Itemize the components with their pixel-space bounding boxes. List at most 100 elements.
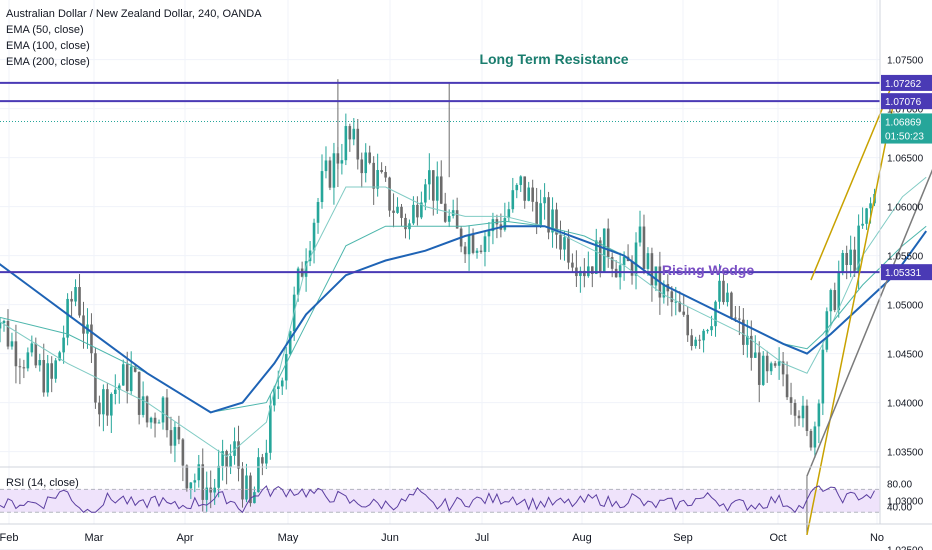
candle-body xyxy=(678,301,682,312)
candle-body xyxy=(308,250,312,262)
candle-body xyxy=(74,287,77,302)
time-axis[interactable]: Feb Mar Apr May Jun Jul Aug Sep Oct No xyxy=(0,532,884,544)
candle-body xyxy=(145,396,149,423)
candle-body xyxy=(153,417,157,424)
candle-body xyxy=(634,242,638,276)
candle-body xyxy=(475,250,479,253)
candle-body xyxy=(777,361,781,366)
candle-body xyxy=(141,396,145,415)
candle-body xyxy=(805,405,809,431)
candle-body xyxy=(125,364,129,392)
candle-body xyxy=(547,197,550,233)
candle-body xyxy=(455,210,459,229)
ema-lines xyxy=(0,176,928,458)
candle-body xyxy=(757,352,761,385)
candle-body xyxy=(237,441,240,469)
price-tick-label: 1.07000 xyxy=(887,105,924,116)
candle-body xyxy=(137,371,141,415)
candle-body xyxy=(70,298,73,302)
candle-body xyxy=(185,465,189,489)
symbol-title[interactable]: Australian Dollar / New Zealand Dollar, … xyxy=(6,8,262,20)
candle-body xyxy=(372,162,375,189)
candle-body xyxy=(404,217,407,230)
rising-wedge-annotation[interactable]: Rising Wedge xyxy=(662,262,755,278)
candle-body xyxy=(229,455,232,468)
candle-body xyxy=(853,249,856,273)
candle-body xyxy=(225,451,228,468)
candle-body xyxy=(503,218,507,230)
price-tick-label: 1.05500 xyxy=(887,252,924,263)
candle-body xyxy=(253,492,256,504)
candle-body xyxy=(189,482,193,489)
candle-body xyxy=(869,203,872,209)
candle-body xyxy=(22,367,26,369)
candle-body xyxy=(432,170,435,201)
time-tick-label: Mar xyxy=(85,532,104,544)
candle-body xyxy=(825,311,829,350)
candle-body xyxy=(62,337,65,353)
candle-body xyxy=(682,311,686,315)
price-tag xyxy=(881,74,932,91)
candle-body xyxy=(654,266,658,286)
candle-body xyxy=(420,202,423,218)
price-axis[interactable]: 1.07500 1.07000 1.06500 1.06000 1.05500 1.050… xyxy=(887,56,924,550)
candle-body xyxy=(110,393,113,416)
candle-body xyxy=(734,317,737,319)
candle-body xyxy=(217,465,220,488)
candle-body xyxy=(753,352,757,358)
ema200-legend[interactable]: EMA (200, close) xyxy=(6,56,90,68)
time-tick-label: May xyxy=(278,532,299,544)
time-tick-label: Oct xyxy=(769,532,786,544)
candle-body xyxy=(257,457,260,493)
candle-body xyxy=(10,341,14,347)
rsi-line xyxy=(0,485,875,514)
candle-body xyxy=(722,280,725,303)
candle-body xyxy=(710,326,713,331)
candle-body xyxy=(714,301,717,327)
candle-body xyxy=(738,318,741,320)
candle-body xyxy=(769,363,773,372)
candle-body xyxy=(579,270,582,277)
price-tick-label: 1.06000 xyxy=(887,203,924,214)
candle-body xyxy=(511,190,515,210)
candle-body xyxy=(265,452,268,464)
candle-body xyxy=(483,236,487,252)
rsi-legend[interactable]: RSI (14, close) xyxy=(6,477,79,489)
candle-body xyxy=(861,223,864,226)
candle-body xyxy=(841,252,845,272)
candle-body xyxy=(773,363,777,366)
price-tick-label: 1.05000 xyxy=(887,301,924,312)
price-tick-label: 1.03000 xyxy=(887,497,924,508)
candle-body xyxy=(447,215,451,222)
candle-body xyxy=(78,287,81,316)
horizontal-levels[interactable] xyxy=(0,81,880,274)
price-tick-label: 1.04000 xyxy=(887,399,924,410)
candle-body xyxy=(606,228,610,258)
wedge-upper-line xyxy=(810,88,892,281)
rsi-tick-label: 80.00 xyxy=(887,480,912,491)
candle-body xyxy=(177,427,181,440)
candle-body xyxy=(364,152,368,174)
candle-body xyxy=(555,209,558,235)
time-tick-label: Apr xyxy=(176,532,193,544)
study-legend: Australian Dollar / New Zealand Dollar, … xyxy=(6,6,262,70)
candle-body xyxy=(746,335,749,345)
time-tick-label: Jul xyxy=(475,532,489,544)
candle-body xyxy=(304,261,308,277)
candle-body xyxy=(630,261,634,276)
wedge-lower-line xyxy=(806,98,896,536)
candle-body xyxy=(837,271,841,311)
candle-body xyxy=(495,219,499,225)
candle-body xyxy=(435,176,439,201)
candle-body xyxy=(833,290,837,311)
ema100-legend[interactable]: EMA (100, close) xyxy=(6,40,90,52)
candle-body xyxy=(380,170,383,173)
resistance-annotation[interactable]: Long Term Resistance xyxy=(479,51,628,67)
candle-body xyxy=(181,439,185,466)
ema50-legend[interactable]: EMA (50, close) xyxy=(6,24,84,36)
candle-body xyxy=(789,397,793,403)
candle-body xyxy=(340,160,344,164)
rsi-band xyxy=(0,489,880,513)
candle-body xyxy=(213,487,216,493)
